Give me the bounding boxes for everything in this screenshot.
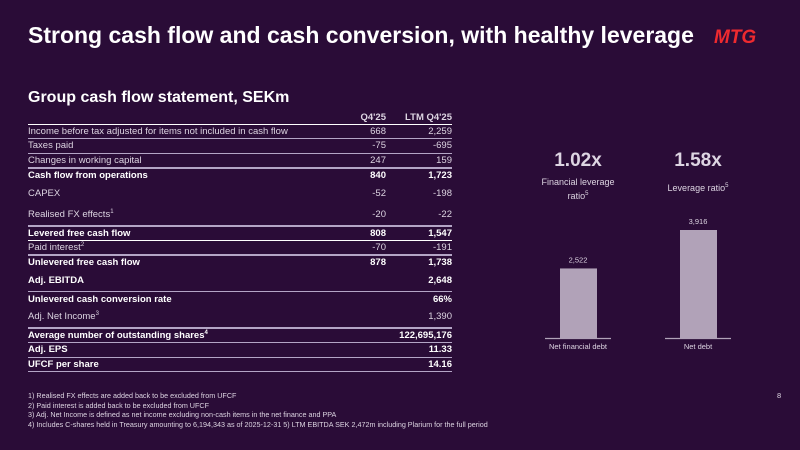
row-label: Levered free cash flow <box>28 226 326 241</box>
bar-value-label: 2,522 <box>569 255 588 264</box>
row-label: UFCF per share <box>28 357 326 372</box>
q4-value <box>326 306 386 329</box>
footnote: 4) Includes C-shares held in Treasury am… <box>28 419 488 429</box>
bar-value-label: 3,916 <box>689 217 708 226</box>
footnote: 2) Paid interest is added back to be exc… <box>28 400 209 410</box>
bar <box>560 268 597 338</box>
footnote-ref: 2 <box>80 241 85 248</box>
ltm-value: -22 <box>386 204 452 227</box>
table-row: Adj. EPS 11.33 <box>28 342 452 358</box>
row-label: Income before tax adjusted for items not… <box>28 124 326 139</box>
footnote-ref: 4 <box>204 329 208 336</box>
kpi-label: Financial leverage ratio <box>541 177 615 201</box>
table-row: UFCF per share 14.16 <box>28 357 452 372</box>
footnote: 3) Adj. Net Income is defined as net inc… <box>28 410 337 420</box>
footnotes: 1) Realised FX effects are added back to… <box>28 391 488 429</box>
q4-value: -75 <box>326 138 386 154</box>
ltm-value: 2,648 <box>386 269 452 292</box>
table-row: Levered free cash flow 808 1,547 <box>28 226 452 241</box>
table-row: CAPEX -52 -198 <box>28 182 452 204</box>
footnote-ref: 5 <box>725 183 729 189</box>
q4-value <box>326 357 386 372</box>
ltm-value: 14.16 <box>386 357 452 372</box>
ltm-value: -198 <box>432 187 452 199</box>
table-title: Group cash flow statement, SEKm <box>28 89 290 106</box>
q4-value: 247 <box>326 153 386 169</box>
ltm-value: 1,723 <box>428 169 452 181</box>
ltm-value: -695 <box>386 138 452 154</box>
table-row: Unlevered cash conversion rate 66% <box>28 292 452 307</box>
q4-value: -52 <box>372 187 386 199</box>
row-label: Adj. EBITDA <box>28 269 326 292</box>
q4-value: 878 <box>370 257 386 269</box>
table-row: Realised FX effects1 -20 -22 <box>28 204 452 227</box>
footnote-ref: 3 <box>95 310 99 317</box>
slide-title: Strong cash flow and cash conversion, wi… <box>28 22 694 48</box>
ltm-value: 2,259 <box>386 124 452 139</box>
ltm-value: 1,390 <box>386 306 452 329</box>
row-label: Taxes paid <box>28 138 326 154</box>
row-label: Cash flow from operations <box>28 169 148 181</box>
row-label: Changes in working capital <box>28 153 326 169</box>
q4-value <box>326 269 386 292</box>
kpi-value: 1.58x <box>674 150 722 171</box>
ltm-value: -191 <box>386 240 452 256</box>
table-row: Average number of outstanding shares4 122… <box>28 328 452 343</box>
row-label: Adj. Net Income3 <box>28 306 326 329</box>
row-label: Paid interest2 <box>28 240 326 256</box>
row-label: Unlevered free cash flow <box>28 257 140 269</box>
table-row: Unlevered free cash flow 878 1,738 <box>28 255 452 270</box>
footnote-ref: 5 <box>585 191 589 197</box>
table-row: Paid interest2 -70 -191 <box>28 240 452 256</box>
ltm-value: 1,547 <box>386 226 452 241</box>
q4-value: 808 <box>326 226 386 241</box>
mtg-logo: MTG <box>714 27 757 48</box>
table-row: Cash flow from operations 840 1,723 <box>28 168 452 183</box>
row-label: Adj. EPS <box>28 342 326 358</box>
table-row: Adj. Net Income3 1,390 <box>28 306 452 329</box>
q4-value <box>326 328 386 343</box>
table-row: Taxes paid -75 -695 <box>28 138 452 154</box>
page-number: 8 <box>777 391 782 400</box>
row-label: Average number of outstanding shares4 <box>28 328 326 343</box>
q4-value <box>326 342 386 358</box>
ltm-value: 66% <box>432 293 452 305</box>
ltm-value: 122,695,176 <box>386 328 452 343</box>
kpi-value: 1.02x <box>554 150 602 171</box>
q4-value: -20 <box>326 204 386 227</box>
footnote: 1) Realised FX effects are added back to… <box>28 391 237 400</box>
ltm-value: 1,738 <box>428 257 452 269</box>
q4-value: 840 <box>370 169 386 181</box>
row-label: CAPEX <box>28 187 61 199</box>
table-row: Changes in working capital 247 159 <box>28 153 452 169</box>
cash-flow-table: Q4'25 LTM Q4'25 Income before tax adjuste… <box>28 112 452 372</box>
kpi-leverage: 1.58x Leverage ratio5 <box>638 150 758 194</box>
q4-value: -70 <box>326 240 386 256</box>
table-row: Income before tax adjusted for items not… <box>28 124 452 139</box>
ltm-value: 11.33 <box>386 342 452 358</box>
table-row: Adj. EBITDA 2,648 <box>28 269 452 292</box>
q4-value: 668 <box>326 124 386 139</box>
kpi-label: Leverage ratio <box>667 183 726 193</box>
footnote-ref: 1 <box>110 208 114 215</box>
col-header-ltm: LTM Q4'25 <box>386 112 452 125</box>
row-label: Unlevered cash conversion rate <box>28 293 172 305</box>
category-label: Net financial debt <box>549 342 608 351</box>
category-label: Net debt <box>684 342 713 351</box>
kpi-financial-leverage: 1.02x Financial leverage ratio5 <box>518 150 638 202</box>
bar <box>680 230 717 338</box>
col-header-q4: Q4'25 <box>326 112 386 125</box>
ltm-value: 159 <box>386 153 452 169</box>
row-label: Realised FX effects1 <box>28 204 326 227</box>
